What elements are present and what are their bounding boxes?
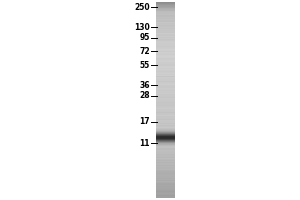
Text: 55: 55: [140, 60, 150, 70]
Text: 17: 17: [140, 117, 150, 127]
Text: 72: 72: [140, 46, 150, 55]
Text: 36: 36: [140, 80, 150, 90]
Text: 28: 28: [140, 92, 150, 100]
Text: 130: 130: [134, 22, 150, 31]
Text: 95: 95: [140, 33, 150, 43]
Text: 250: 250: [134, 2, 150, 11]
Text: 11: 11: [140, 138, 150, 148]
